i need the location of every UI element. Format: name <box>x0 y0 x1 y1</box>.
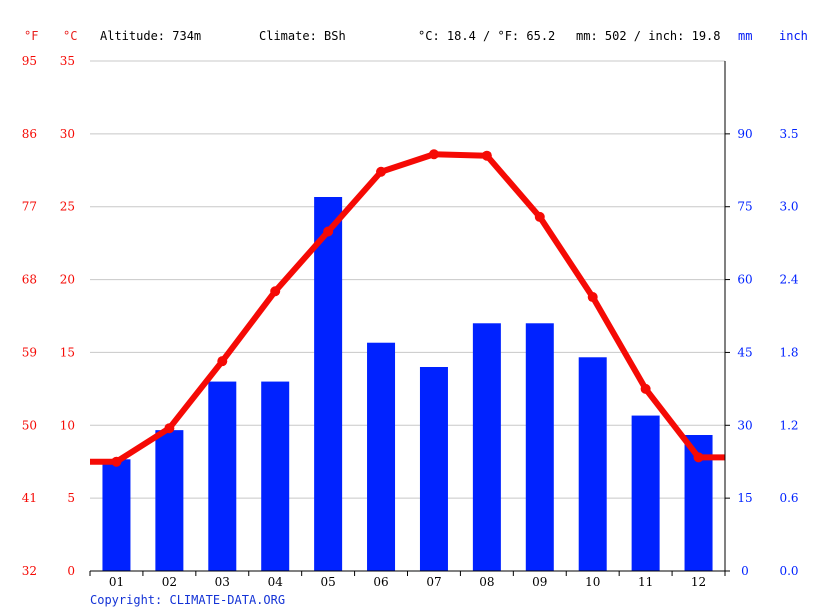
tick-label-fahrenheit: 95 <box>22 54 37 68</box>
temperature-average-label: °C: 18.4 / °F: 65.2 <box>418 29 555 43</box>
tick-label-fahrenheit: 77 <box>22 200 37 214</box>
copyright-text: Copyright: CLIMATE-DATA.ORG <box>90 593 285 607</box>
tick-label-inch: 0.0 <box>779 564 798 578</box>
month-label: 02 <box>162 575 177 589</box>
month-label: 08 <box>479 575 494 589</box>
month-label: 06 <box>373 575 388 589</box>
precipitation-bar <box>208 381 237 571</box>
tick-label-fahrenheit: 32 <box>22 564 37 578</box>
precipitation-bar <box>261 381 290 571</box>
tick-label-mm: 90 <box>737 127 752 141</box>
month-label: 03 <box>215 575 230 589</box>
month-label: 01 <box>109 575 124 589</box>
tick-label-fahrenheit: 59 <box>22 345 37 359</box>
precipitation-bar <box>314 197 343 571</box>
tick-label-celsius: 10 <box>60 418 75 432</box>
month-label: 09 <box>532 575 547 589</box>
tick-label-mm: 0 <box>741 564 749 578</box>
temperature-point <box>217 356 228 367</box>
tick-label-fahrenheit: 86 <box>22 127 37 141</box>
tick-label-mm: 60 <box>737 273 752 287</box>
tick-label-mm: 15 <box>737 491 752 505</box>
tick-label-celsius: 15 <box>60 345 75 359</box>
temperature-point <box>693 452 704 463</box>
tick-label-inch: 1.2 <box>779 418 798 432</box>
temperature-point <box>428 149 439 160</box>
unit-mm-label: mm <box>738 29 752 43</box>
tick-label-celsius: 25 <box>60 200 75 214</box>
tick-label-inch: 3.0 <box>779 200 798 214</box>
month-label: 05 <box>320 575 335 589</box>
grid-lines <box>90 60 725 499</box>
temperature-point <box>164 423 175 434</box>
tick-label-mm: 30 <box>737 418 752 432</box>
precipitation-bar <box>578 357 607 571</box>
precipitation-bar <box>102 459 131 571</box>
tick-label-inch: 3.5 <box>779 127 798 141</box>
month-label: 07 <box>426 575 441 589</box>
precipitation-bar <box>525 323 554 571</box>
unit-celsius-label: °C <box>63 29 77 43</box>
temperature-point <box>587 292 598 303</box>
tick-label-fahrenheit: 68 <box>22 273 37 287</box>
tick-labels: 32 0 41 5 50 10 59 15 68 20 77 25 86 30 95 35 0 0.0 15 0.6 3… <box>22 54 799 589</box>
temperature-point <box>111 456 122 467</box>
unit-fahrenheit-label: °F <box>24 29 38 43</box>
tick-label-celsius: 0 <box>67 564 75 578</box>
altitude-label: Altitude: 734m <box>100 29 201 43</box>
precipitation-bar <box>367 342 396 571</box>
tick-label-celsius: 20 <box>60 273 75 287</box>
axes <box>89 61 730 576</box>
temperature-point <box>640 383 651 394</box>
precipitation-bars <box>102 197 713 571</box>
tick-label-inch: 1.8 <box>779 345 798 359</box>
tick-label-mm: 75 <box>737 200 752 214</box>
tick-label-mm: 45 <box>737 345 752 359</box>
precipitation-bar <box>631 415 660 571</box>
temperature-point <box>323 226 334 237</box>
month-label: 10 <box>585 575 600 589</box>
precipitation-total-label: mm: 502 / inch: 19.8 <box>576 29 721 43</box>
month-label: 12 <box>691 575 706 589</box>
tick-label-inch: 2.4 <box>779 273 798 287</box>
tick-label-celsius: 5 <box>67 491 75 505</box>
precipitation-bar <box>155 430 184 571</box>
temperature-line <box>90 149 725 467</box>
climate-label: Climate: BSh <box>259 29 346 43</box>
precipitation-bar <box>472 323 501 571</box>
chart-header: °F °C Altitude: 734m Climate: BSh °C: 18… <box>24 29 808 43</box>
tick-label-celsius: 35 <box>60 54 75 68</box>
unit-inch-label: inch <box>779 29 808 43</box>
temperature-point <box>481 150 492 161</box>
precipitation-bar <box>419 367 448 571</box>
tick-label-celsius: 30 <box>60 127 75 141</box>
month-label: 04 <box>268 575 284 589</box>
tick-label-fahrenheit: 41 <box>22 491 37 505</box>
temperature-series-line <box>90 151 725 465</box>
tick-label-fahrenheit: 50 <box>22 418 37 432</box>
temperature-point <box>534 211 545 222</box>
month-label: 11 <box>638 575 653 589</box>
tick-label-inch: 0.6 <box>779 491 798 505</box>
temperature-point <box>376 166 387 177</box>
temperature-point <box>270 286 281 297</box>
